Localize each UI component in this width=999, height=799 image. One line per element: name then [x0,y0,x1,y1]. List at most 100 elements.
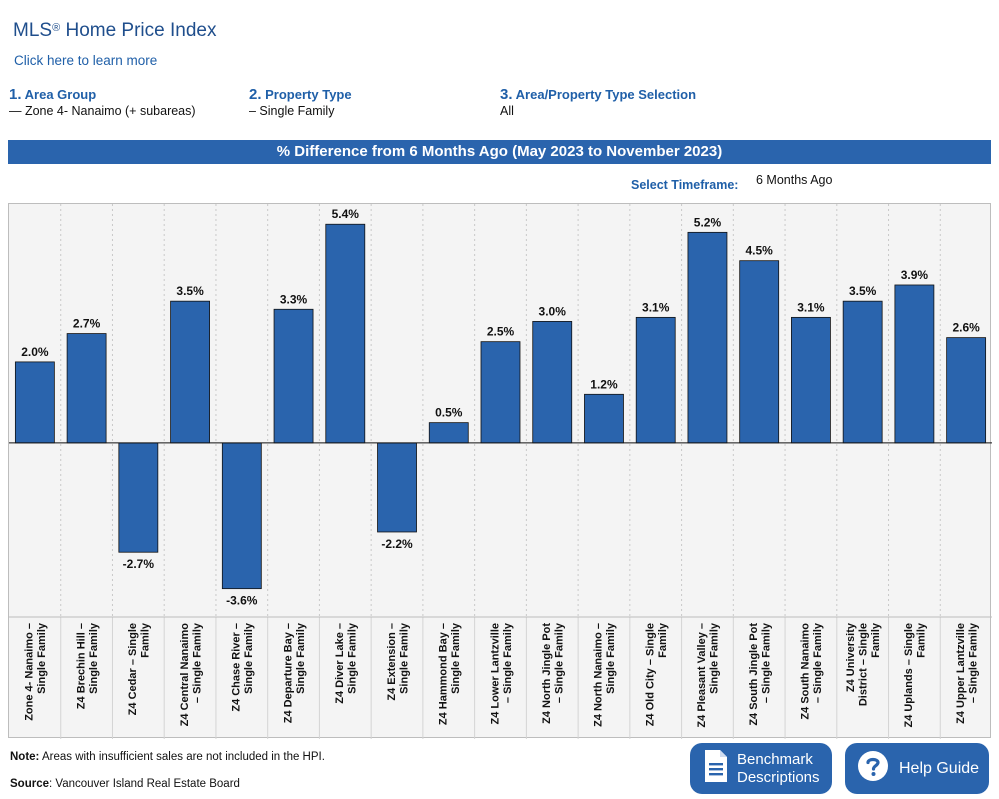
category-label: Z4 Cedar – SingleFamily [127,622,152,715]
step-property-type-heading: 2. Property Type [249,86,352,103]
category-label: Z4 Old City – SingleFamily [644,622,669,726]
bar [66,333,107,444]
bar [428,422,469,444]
category-label: Z4 Central Nanaimo– Single Family [179,622,204,726]
data-label: 3.5% [849,284,877,298]
bar [325,223,366,444]
category-label: Z4 Departure Bay –Single Family [282,622,307,723]
step-selection-heading: 3. Area/Property Type Selection [500,86,696,103]
help-button-label: Help Guide [899,759,980,777]
timeframe-select[interactable]: 6 Months Ago [756,173,833,187]
category-label-line: Z4 Extension – [386,623,398,701]
category-label-line: – Single Family [191,622,203,703]
category-label-line: – Single Family [502,622,514,703]
title-text: MLS [13,20,53,41]
bar [480,341,521,444]
step-property-type[interactable]: 2. Property Type – Single Family [249,86,352,118]
bar [170,300,210,444]
category-label-line: Family [870,622,882,658]
step-area-group-heading: 1. Area Group [9,86,196,103]
category-label-line: Z4 Diver Lake – [334,623,346,704]
data-label: 1.2% [590,377,618,391]
category-label: Z4 Pleasant Valley –Single Family [696,622,721,727]
category-label: Z4 Chase River –Single Family [231,622,256,712]
data-label: 2.6% [952,321,980,335]
question-mark-icon [857,750,889,787]
category-label-line: Z4 University [845,622,857,692]
category-label-line: Z4 Central Nanaimo [179,623,191,727]
category-label-line: Z4 Uplands – Single [903,623,915,728]
step-label: Area/Property Type Selection [515,87,697,102]
category-label: Z4 Brechin Hill –Single Family [75,622,100,709]
category-label-line: Z4 South Nanaimo [800,623,812,720]
step-label: Area Group [24,87,97,102]
category-label-line: Single Family [709,622,721,694]
step-number: 2. [249,86,262,103]
category-label: Z4 Lower Lantzville– Single Family [489,622,514,724]
category-label: Zone 4- Nanaimo –Single Family [24,622,49,721]
bar [687,231,728,444]
source-label: Source [10,778,49,790]
bar [791,316,831,444]
help-guide-button[interactable]: Help Guide [845,743,989,794]
data-label: 3.5% [176,284,204,298]
timeframe-label: Select Timeframe: [631,178,739,192]
category-label-line: Z4 Old City – Single [644,623,656,726]
note-text: Areas with insufficient sales are not in… [39,751,325,763]
bar [946,337,987,444]
bar [221,442,262,590]
step-area-property-selection[interactable]: 3. Area/Property Type Selection All [500,86,696,118]
footer-note: Note: Areas with insufficient sales are … [10,751,325,763]
category-label-line: Zone 4- Nanaimo – [24,623,36,721]
category-label-line: Z4 Pleasant Valley – [696,623,708,728]
category-label-line: Single Family [450,622,462,694]
category-label-line: Z4 Hammond Bay – [438,623,450,725]
category-label-line: Family [657,622,669,658]
category-label-line: – Single Family [967,622,979,703]
category-label-line: Single Family [243,622,255,694]
category-label-line: – Single Family [760,622,772,703]
category-label-line: Family [140,622,152,658]
category-label-line: Z4 South Jingle Pot [748,623,760,726]
category-label: Z4 South Jingle Pot– Single Family [748,622,773,726]
bar [14,361,55,444]
benchmark-line-2: Descriptions [737,768,820,786]
data-label: 3.3% [280,292,308,306]
category-label: Z4 UniversityDistrict – SingleFamily [845,622,882,706]
data-label: -2.2% [381,537,413,551]
data-label: 3.1% [797,300,825,314]
document-icon [703,749,729,788]
category-label-line: Single Family [295,622,307,694]
category-label-line: – Single Family [553,622,565,703]
benchmark-line-1: Benchmark [737,750,813,768]
step-area-group[interactable]: 1. Area Group — Zone 4- Nanaimo (+ subar… [9,86,196,118]
benchmark-descriptions-button[interactable]: Benchmark Descriptions [690,743,832,794]
registered-mark: ® [52,22,61,34]
data-label: 0.5% [435,406,463,420]
category-label-line: District – Single [858,623,870,706]
category-label-line: Single Family [88,622,100,694]
data-label: 2.7% [73,317,101,331]
learn-more-link[interactable]: Click here to learn more [14,53,158,68]
data-label: -2.7% [123,557,155,571]
footer-source: Source: Vancouver Island Real Estate Boa… [10,778,240,790]
category-label-line: Z4 North Jingle Pot [541,623,553,724]
bar-chart: 2.0% 2.7% -2.7% 3.5% -3.6% 3.3% 5.4% -2.2% 0.5% 2… [9,204,992,739]
category-label: Z4 Diver Lake –Single Family [334,622,359,704]
data-label: 2.0% [21,345,49,359]
bar [739,260,780,444]
bar [584,393,624,444]
category-label-line: Z4 Lower Lantzville [489,623,501,724]
data-label: 3.0% [539,304,567,318]
data-label: 3.1% [642,300,670,314]
data-label: -3.6% [226,594,258,608]
category-label-line: Z4 Departure Bay – [282,623,294,723]
data-label: 3.9% [901,268,929,282]
category-label-line: Z4 North Nanaimo – [593,623,605,727]
category-label-line: Single Family [605,622,617,694]
step-property-type-value: – Single Family [249,104,335,118]
chart-area: 2.0% 2.7% -2.7% 3.5% -3.6% 3.3% 5.4% -2.2% 0.5% 2… [8,203,992,739]
page-title: MLS® Home Price Index [13,20,216,42]
category-label-line: Z4 Brechin Hill – [75,623,87,709]
category-label-line: Family [916,622,928,658]
